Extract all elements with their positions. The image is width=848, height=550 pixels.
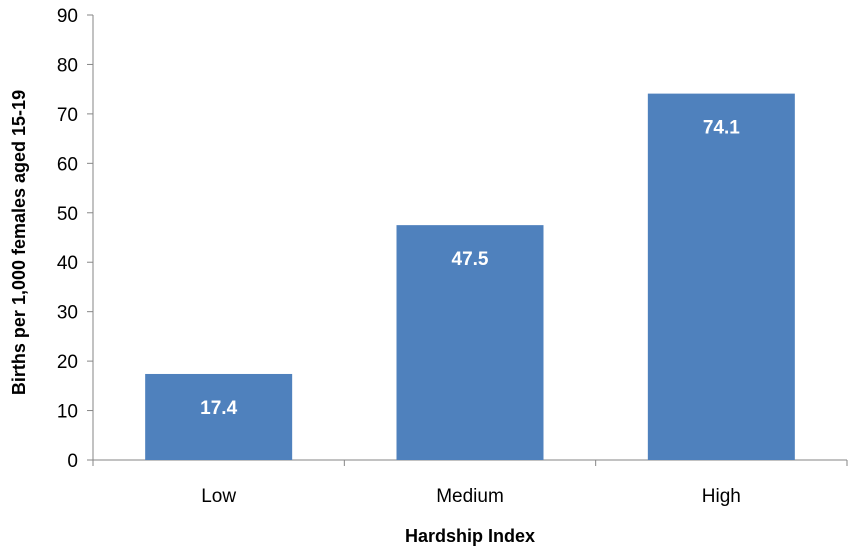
x-tick-label-medium: Medium (436, 486, 504, 507)
y-ticks: 0 10 20 30 40 50 60 70 80 90 (57, 6, 93, 472)
y-tick-label: 60 (57, 154, 78, 175)
y-axis-title: Births per 1,000 females aged 15-19 (9, 90, 29, 395)
x-tick-label-high: High (702, 486, 741, 507)
data-labels: 17.4 47.5 74.1 (200, 118, 740, 419)
y-tick-label: 10 (57, 402, 78, 423)
y-tick-label: 70 (57, 105, 78, 126)
y-tick-label: 20 (57, 352, 78, 373)
x-tick-label-low: Low (201, 486, 236, 507)
bars (145, 93, 795, 460)
data-label-high: 74.1 (703, 118, 740, 139)
bar-medium (396, 225, 544, 460)
data-label-medium: 47.5 (452, 249, 489, 270)
y-tick-label: 0 (67, 451, 78, 472)
y-tick-label: 80 (57, 55, 78, 76)
y-tick-label: 50 (57, 204, 78, 225)
y-tick-label: 90 (57, 6, 78, 27)
y-tick-label: 40 (57, 253, 78, 274)
y-axis: 0 10 20 30 40 50 60 70 80 90 (57, 6, 94, 472)
bar-high (647, 93, 795, 460)
x-axis: Low Medium High (92, 459, 848, 507)
y-tick-label: 30 (57, 303, 78, 324)
bar-low (145, 373, 293, 460)
data-label-low: 17.4 (200, 398, 237, 419)
x-axis-title: Hardship Index (405, 526, 535, 546)
x-ticks: Low Medium High (92, 460, 848, 507)
